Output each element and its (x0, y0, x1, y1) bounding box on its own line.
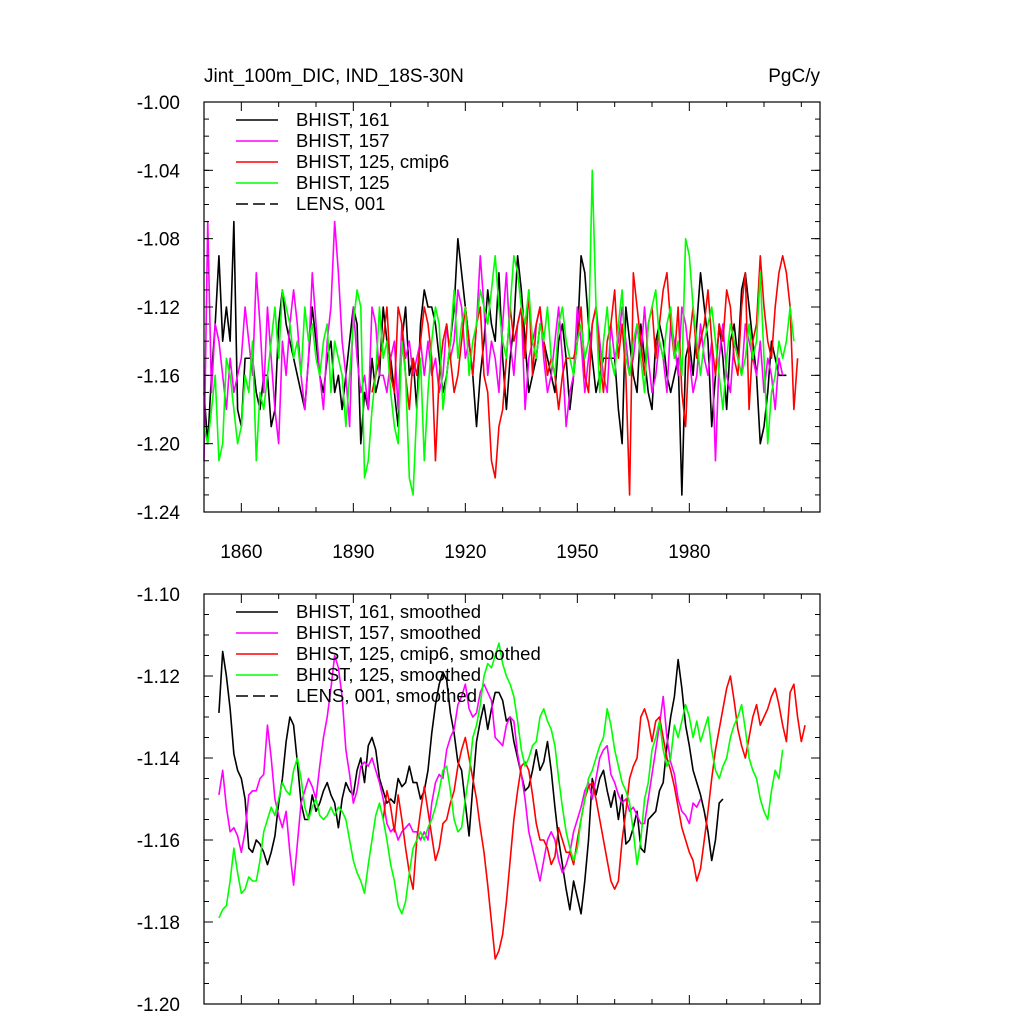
series-line-1-1 (218, 654, 702, 886)
x-tick-label: 1950 (556, 542, 598, 563)
legend-label: BHIST, 125, cmip6, smoothed (296, 643, 541, 664)
chart-units: PgC/y (768, 66, 820, 87)
series-line-1-0 (218, 650, 724, 915)
legend-label: BHIST, 161, smoothed (296, 601, 481, 622)
y-tick-label: -1.14 (137, 749, 181, 770)
legend-label: BHIST, 161 (296, 109, 390, 130)
top-panel: -1.24 -1.20 -1.16 -1.12 -1.08 -1.04 -1.00 1860 1… (137, 93, 821, 563)
y-tick-label: -1.04 (137, 161, 181, 182)
y-tick-label: -1.16 (137, 366, 180, 387)
x-tick-label: 1920 (444, 542, 486, 563)
y-tick-label: -1.18 (137, 913, 180, 934)
y-tick-label: -1.16 (137, 831, 180, 852)
series-line-0-2 (371, 254, 799, 496)
y-tick-label: -1.24 (137, 503, 181, 524)
y-tick-label: -1.20 (137, 435, 180, 456)
legend-label: LENS, 001, smoothed (296, 685, 477, 706)
series-line-1-3 (218, 642, 784, 919)
x-tick-label: 1860 (220, 542, 262, 563)
series-line-1-2 (382, 675, 806, 960)
legend-label: LENS, 001 (296, 193, 385, 214)
y-tick-label: -1.08 (137, 230, 180, 251)
y-tick-label: -1.10 (137, 585, 180, 606)
legend-label: BHIST, 157 (296, 130, 390, 151)
bottom-panel: -1.20 -1.18 -1.16 -1.14 -1.12 -1.10 BHIST, 161… (137, 585, 821, 1016)
legend-label: BHIST, 125, smoothed (296, 664, 481, 685)
x-tick-label: 1890 (332, 542, 374, 563)
y-tick-label: -1.00 (137, 93, 180, 114)
x-tick-label: 1980 (668, 542, 710, 563)
legend-label: BHIST, 125, cmip6 (296, 151, 449, 172)
series-line-0-3 (203, 169, 795, 496)
legend-label: BHIST, 157, smoothed (296, 622, 481, 643)
y-tick-label: -1.20 (137, 995, 180, 1016)
y-tick-label: -1.12 (137, 298, 180, 319)
y-tick-label: -1.12 (137, 667, 180, 688)
legend-label: BHIST, 125 (296, 172, 390, 193)
chart-title: Jint_100m_DIC, IND_18S-30N (204, 66, 464, 87)
